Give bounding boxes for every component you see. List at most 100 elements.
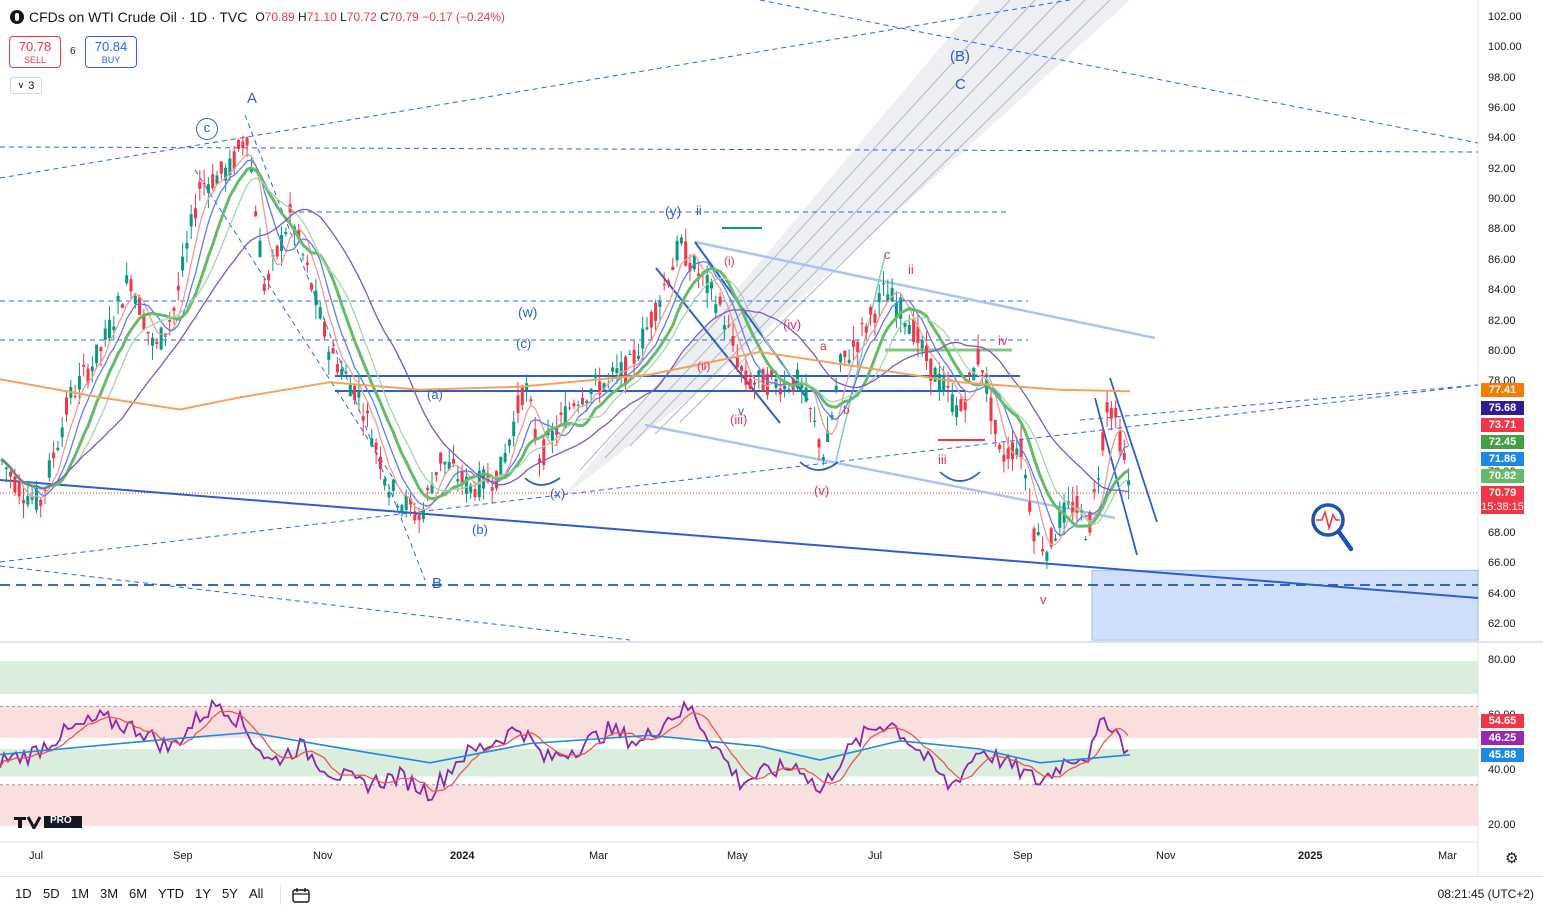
candle-body (400, 505, 404, 512)
rsi-axis-label: 20.00 (1488, 819, 1516, 831)
wave-label-y[interactable]: (y) (665, 203, 682, 219)
wave-label-c[interactable]: c (884, 247, 891, 262)
wave-label-v2[interactable]: v (738, 404, 744, 418)
wave-label-b[interactable]: b (843, 403, 850, 417)
candle-body (748, 378, 752, 389)
candle-body (507, 439, 511, 446)
candle-body (813, 420, 817, 422)
candle-body (1109, 408, 1113, 419)
candle-body (976, 348, 980, 365)
candle-body (864, 326, 868, 333)
candle-body (228, 158, 232, 176)
candle-body (516, 395, 520, 414)
candle-body (684, 241, 688, 266)
price-tag: 70.82 (1481, 469, 1524, 483)
wave-label-x[interactable]: (x) (550, 486, 566, 501)
wave-label-iii_paren[interactable]: (iii) (730, 412, 748, 427)
wave-label-i_paren[interactable]: (i) (724, 254, 735, 268)
wave-label-C[interactable]: C (955, 76, 966, 93)
wave-label-ii_paren[interactable]: (ii) (697, 359, 711, 373)
range-3m-button[interactable]: 3M (100, 886, 119, 901)
candle-body (456, 479, 460, 482)
wave-label-b_paren[interactable]: (b) (472, 522, 488, 537)
candle-body (503, 452, 507, 463)
price-tag: 73.71 (1481, 418, 1524, 432)
candle-body (796, 369, 799, 389)
candle-body (744, 370, 748, 385)
candle-body (348, 383, 352, 397)
wave-label-B[interactable]: B (432, 575, 443, 592)
wave-label-ii[interactable]: ii (696, 203, 702, 218)
calendar-range-icon[interactable] (292, 887, 310, 908)
candle-body (275, 245, 279, 257)
candle-body (103, 328, 107, 340)
rsi-band-upper-green (0, 661, 1478, 694)
pitchfork-line (579, 0, 1011, 471)
candle-body (52, 452, 56, 459)
candle-body (439, 452, 443, 464)
wave-label-v[interactable]: v (1040, 592, 1047, 607)
candle-body (219, 161, 223, 174)
price-tag: 75.68 (1481, 401, 1524, 415)
range-ytd-button[interactable]: YTD (158, 886, 184, 901)
wave-label-w[interactable]: (w) (518, 304, 538, 320)
wave-label-a[interactable]: a (820, 339, 827, 353)
range-1y-button[interactable]: 1Y (195, 886, 211, 901)
candle-body (22, 499, 25, 504)
wave-label-c_paren[interactable]: (c) (516, 336, 532, 351)
symbol-title[interactable]: CFDs on WTI Crude Oil · 1D · TVC (29, 9, 248, 25)
candle-body (473, 489, 477, 498)
teal-rising-line (834, 254, 886, 466)
candle-body (1028, 501, 1032, 512)
rsi-value-tag: 46.25 (1481, 731, 1524, 745)
wave-label-B_paren[interactable]: (B) (950, 48, 970, 65)
range-1m-button[interactable]: 1M (71, 886, 90, 901)
candle-body (993, 419, 997, 435)
candle-body (658, 301, 662, 307)
candle-body (636, 355, 640, 359)
candle-body (692, 255, 696, 270)
range-1d-button[interactable]: 1D (15, 886, 32, 901)
wave-label-iv_paren[interactable]: (iv) (783, 317, 802, 332)
clock-timezone[interactable]: 08:21:45 (UTC+2) (1437, 887, 1534, 901)
candle-body (77, 375, 81, 390)
wave-label-A[interactable]: A (247, 90, 258, 107)
wave-label-v_paren[interactable]: (v) (814, 483, 830, 498)
sell-button[interactable]: 70.78 SELL (9, 36, 61, 68)
candle-body (108, 319, 111, 339)
rsi-ma-blue (0, 731, 1131, 764)
candle-body (968, 372, 971, 376)
candle-body (430, 483, 434, 494)
candle-body (520, 386, 524, 406)
candle-body (112, 326, 116, 330)
candle-body (1006, 448, 1010, 460)
ohlc-values: O70.89 H71.10 L70.72 C70.79 −0.17 (−0.24… (255, 10, 505, 24)
candle-body (267, 273, 271, 281)
rsi-value-tag: 45.88 (1481, 748, 1524, 762)
range-5y-button[interactable]: 5Y (222, 886, 238, 901)
candle-body (602, 383, 606, 390)
price-tag: 77.41 (1481, 383, 1524, 397)
candle-body (237, 140, 240, 149)
time-axis-label: May (727, 850, 748, 862)
price-axis-label: 68.00 (1488, 526, 1516, 539)
range-5d-button[interactable]: 5D (43, 886, 60, 901)
time-axis-label: 2025 (1298, 850, 1323, 862)
wave-label-ii_r[interactable]: ii (908, 262, 914, 277)
candle-body (323, 321, 326, 337)
range-all-button[interactable]: All (249, 886, 264, 901)
wave-label-a_paren[interactable]: (a) (427, 387, 443, 402)
candle-body (1041, 549, 1045, 552)
candle-body (26, 495, 30, 505)
price-axis-label: 94.00 (1488, 132, 1516, 145)
wave-label-iii[interactable]: iii (938, 452, 947, 467)
candle-body (628, 353, 632, 355)
candle-body (667, 280, 670, 285)
buy-button[interactable]: 70.84 BUY (85, 36, 137, 68)
range-6m-button[interactable]: 6M (129, 886, 148, 901)
wave-label-c_circ[interactable]: c (196, 118, 218, 140)
gear-icon[interactable]: ⚙ (1505, 850, 1519, 867)
wave-label-iv[interactable]: iv (998, 333, 1008, 348)
indicators-toggle-button[interactable]: ∨ 3 (10, 77, 42, 94)
